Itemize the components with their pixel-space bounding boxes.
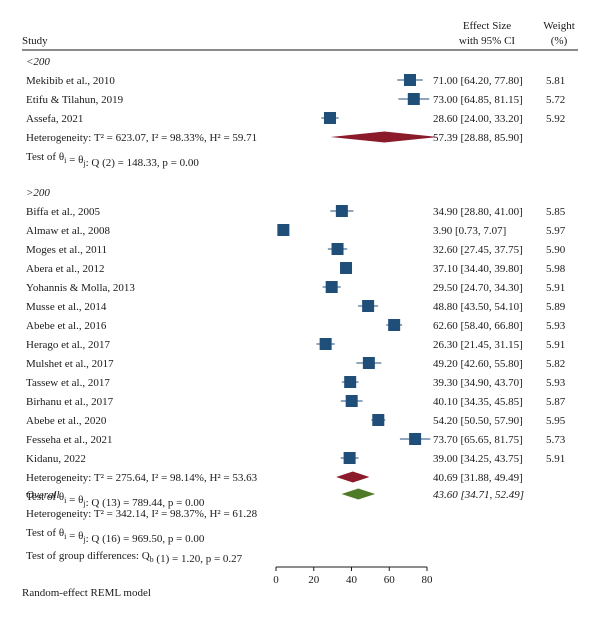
weight-label: 5.73 <box>546 434 566 446</box>
subgroup-label: >200 <box>26 187 50 199</box>
effect-ci-label: 73.00 [64.85, 81.15] <box>433 94 523 106</box>
study-label: Abebe et al., 2016 <box>26 320 107 332</box>
effect-ci-label: 29.50 [24.70, 34.30] <box>433 282 523 294</box>
model-footnote: Random-effect REML model <box>22 587 151 599</box>
heterogeneity-label: Heterogeneity: T² = 623.07, I² = 98.33%,… <box>26 132 257 144</box>
effect-ci-label: 62.60 [58.40, 66.80] <box>433 320 523 332</box>
weight-label: 5.81 <box>546 75 565 87</box>
study-label: Musse et al., 2014 <box>26 301 107 313</box>
study-label: Assefa, 2021 <box>26 113 83 125</box>
weight-header-line2: (%) <box>551 35 568 47</box>
study-label: Birhanu et al., 2017 <box>26 396 114 408</box>
weight-header-line1: Weight <box>543 20 575 32</box>
table-header: Study Effect Size with 95% CI Weight (%) <box>22 20 575 47</box>
study-label: Biffa et al., 2005 <box>26 206 101 218</box>
effect-box <box>407 93 420 105</box>
effect-box <box>277 224 290 236</box>
subgroup-label: <200 <box>26 56 50 68</box>
summary-effect-label: 57.39 [28.88, 85.90] <box>433 132 523 144</box>
effect-ci-label: 28.60 [24.00, 33.20] <box>433 113 523 125</box>
x-tick-label: 0 <box>273 574 279 586</box>
study-label: Tassew et al., 2017 <box>26 377 110 389</box>
effect-box <box>409 433 422 445</box>
x-tick-label: 20 <box>308 574 320 586</box>
overall-homogeneity-test-label: Test of θi = θj: Q (16) = 969.50, p = 0.… <box>26 527 205 545</box>
study-label: Abera et al., 2012 <box>26 263 105 275</box>
summary-diamond <box>341 488 376 500</box>
effect-box <box>323 112 336 124</box>
effect-ci-label: 26.30 [21.45, 31.15] <box>433 339 523 351</box>
effect-size-header-line1: Effect Size <box>463 20 511 32</box>
weight-label: 5.89 <box>546 301 566 313</box>
effect-ci-label: 49.20 [42.60, 55.80] <box>433 358 523 370</box>
effect-ci-label: 39.00 [34.25, 43.75] <box>433 453 523 465</box>
effect-box <box>344 376 357 388</box>
study-label: Etifu & Tilahun, 2019 <box>26 94 124 106</box>
group-difference-test-label: Test of group differences: Qb (1) = 1.20… <box>26 550 243 565</box>
study-label: Yohannis & Molla, 2013 <box>26 282 135 294</box>
study-label: Moges et al., 2011 <box>26 244 107 256</box>
summary-diamond <box>336 471 370 483</box>
effect-box <box>372 414 385 426</box>
x-tick-label: 60 <box>384 574 396 586</box>
x-tick-label: 80 <box>422 574 434 586</box>
weight-label: 5.95 <box>546 415 566 427</box>
weight-label: 5.97 <box>546 225 566 237</box>
forest-rows: <200 Mekibib et al., 2010 71.00 [64.20, 77… <box>26 56 566 565</box>
effect-ci-label: 71.00 [64.20, 77.80] <box>433 75 523 87</box>
overall-effect-label: 43.60 [34.71, 52.49] <box>433 489 524 501</box>
weight-label: 5.93 <box>546 320 566 332</box>
study-column-header: Study <box>22 35 48 47</box>
effect-size-header-line2: with 95% CI <box>459 35 516 47</box>
heterogeneity-label: Heterogeneity: T² = 275.64, I² = 98.14%,… <box>26 472 258 484</box>
summary-diamond <box>330 131 439 143</box>
weight-label: 5.92 <box>546 113 565 125</box>
effect-box <box>388 319 401 331</box>
weight-label: 5.72 <box>546 94 565 106</box>
x-tick-label: 40 <box>346 574 358 586</box>
effect-ci-label: 37.10 [34.40, 39.80] <box>433 263 523 275</box>
study-label: Abebe et al., 2020 <box>26 415 107 427</box>
effect-box <box>319 338 332 350</box>
weight-label: 5.91 <box>546 282 565 294</box>
weight-label: 5.93 <box>546 377 566 389</box>
effect-box <box>345 395 358 407</box>
effect-ci-label: 48.80 [43.50, 54.10] <box>433 301 523 313</box>
overall-label: Overall <box>26 489 60 501</box>
study-label: Mulshet et al., 2017 <box>26 358 114 370</box>
effect-box <box>331 243 344 255</box>
effect-box <box>404 74 417 86</box>
effect-ci-label: 32.60 [27.45, 37.75] <box>433 244 523 256</box>
effect-ci-label: 34.90 [28.80, 41.00] <box>433 206 523 218</box>
study-label: Almaw et al., 2008 <box>26 225 111 237</box>
study-label: Fesseha et al., 2021 <box>26 434 112 446</box>
effect-ci-label: 40.10 [34.35, 45.85] <box>433 396 523 408</box>
effect-box <box>362 357 375 369</box>
weight-label: 5.91 <box>546 453 565 465</box>
study-label: Kidanu, 2022 <box>26 453 86 465</box>
study-label: Mekibib et al., 2010 <box>26 75 115 87</box>
effect-box <box>343 452 356 464</box>
effect-box <box>340 262 353 274</box>
effect-ci-label: 54.20 [50.50, 57.90] <box>433 415 523 427</box>
homogeneity-test-label: Test of θi = θj: Q (2) = 148.33, p = 0.0… <box>26 151 199 169</box>
weight-label: 5.87 <box>546 396 566 408</box>
effect-ci-label: 73.70 [65.65, 81.75] <box>433 434 523 446</box>
study-label: Herago et al., 2017 <box>26 339 110 351</box>
weight-label: 5.90 <box>546 244 566 256</box>
weight-label: 5.98 <box>546 263 566 275</box>
effect-ci-label: 39.30 [34.90, 43.70] <box>433 377 523 389</box>
effect-box <box>362 300 375 312</box>
weight-label: 5.91 <box>546 339 565 351</box>
overall-heterogeneity-label: Heterogeneity: T² = 342.14, I² = 98.37%,… <box>26 508 258 520</box>
effect-box <box>325 281 338 293</box>
weight-label: 5.82 <box>546 358 565 370</box>
effect-ci-label: 3.90 [0.73, 7.07] <box>433 225 506 237</box>
summary-effect-label: 40.69 [31.88, 49.49] <box>433 472 523 484</box>
x-axis: 0 20 40 60 80 <box>273 566 434 586</box>
effect-box <box>335 205 348 217</box>
weight-label: 5.85 <box>546 206 566 218</box>
